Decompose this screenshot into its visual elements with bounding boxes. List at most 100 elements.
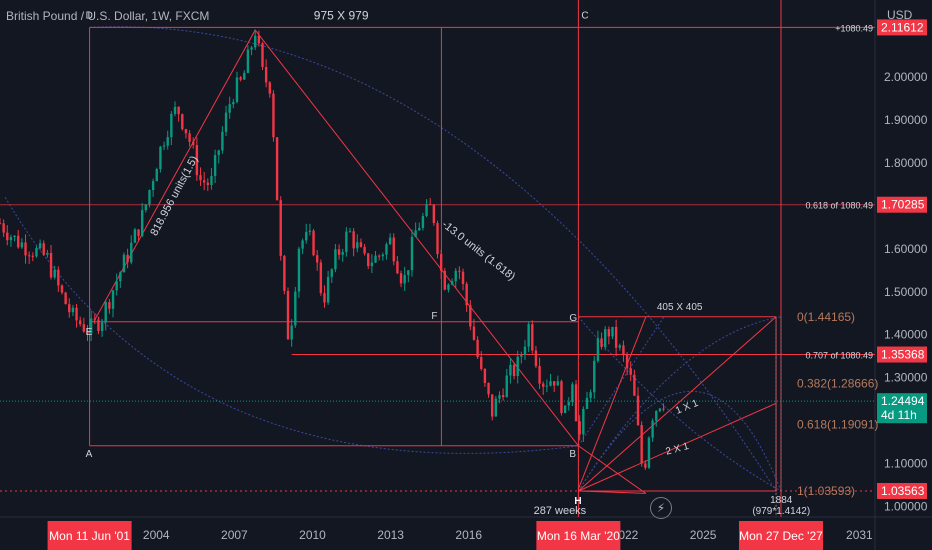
candle-body bbox=[542, 383, 545, 387]
candle-body bbox=[261, 43, 264, 67]
candle-body bbox=[345, 231, 348, 253]
candle-body bbox=[625, 354, 629, 369]
candle-body bbox=[181, 114, 184, 130]
candle-body bbox=[272, 93, 275, 138]
candle-body bbox=[257, 35, 261, 44]
candle-body bbox=[199, 175, 202, 181]
candle-body bbox=[6, 232, 9, 241]
candle-body bbox=[323, 293, 326, 303]
candle-body bbox=[297, 248, 301, 292]
candle-body bbox=[330, 269, 333, 277]
candle-body bbox=[79, 320, 82, 325]
candle-body bbox=[374, 255, 377, 263]
candle-body bbox=[210, 175, 213, 186]
diagonal-label: 818.956 units(1.5) bbox=[148, 154, 200, 238]
candle-body bbox=[381, 254, 385, 257]
candle-body bbox=[589, 392, 592, 398]
candle-body bbox=[512, 364, 516, 376]
bottom-number-label: 1884 bbox=[770, 495, 793, 506]
candle-body bbox=[224, 112, 228, 132]
candle-body bbox=[356, 242, 359, 249]
trend-line bbox=[93, 29, 256, 323]
candle-body bbox=[326, 276, 330, 303]
y-tick-label: 1.30000 bbox=[884, 371, 928, 385]
candle-body bbox=[17, 235, 20, 248]
candle-body bbox=[20, 242, 24, 248]
candle-body bbox=[556, 381, 560, 386]
candle-body bbox=[472, 326, 476, 340]
candle-body bbox=[418, 227, 421, 231]
candle-body bbox=[64, 292, 67, 305]
candle-body bbox=[425, 204, 428, 217]
candle-body bbox=[334, 249, 337, 270]
fib-label: 0(1.44165) bbox=[797, 310, 855, 324]
weeks-label: 287 weeks bbox=[534, 505, 587, 517]
candle-body bbox=[239, 77, 242, 80]
candle-body bbox=[439, 254, 443, 271]
candle-body bbox=[403, 275, 406, 284]
candle-body bbox=[574, 384, 578, 422]
candle-body bbox=[337, 249, 341, 255]
x-tick-label: 2025 bbox=[690, 528, 717, 542]
x-tick-label: 2013 bbox=[377, 528, 404, 542]
gann-fan-line bbox=[577, 316, 647, 490]
candle-body bbox=[170, 113, 173, 138]
gann-arc bbox=[578, 316, 782, 492]
candle-body bbox=[254, 35, 257, 48]
candle-body bbox=[243, 72, 246, 80]
candle-body bbox=[443, 270, 446, 290]
point-a-label: A bbox=[86, 449, 93, 460]
x-tick-label: 2031 bbox=[846, 528, 873, 542]
candle-body bbox=[35, 248, 38, 257]
candle-body bbox=[111, 290, 115, 309]
lightning-icon[interactable]: ⚡ bbox=[650, 497, 672, 519]
x-tick-label: 2016 bbox=[455, 528, 482, 542]
candle-body bbox=[312, 230, 315, 256]
point-g-label: G bbox=[569, 313, 577, 324]
candle-body bbox=[140, 210, 144, 236]
level-note: 0.707 of 1080.49 bbox=[805, 351, 873, 361]
candle-body bbox=[195, 145, 199, 176]
fan-label: 1 X 1 bbox=[674, 398, 700, 417]
candle-body bbox=[221, 131, 224, 151]
candle-body bbox=[155, 169, 158, 182]
candle-body bbox=[177, 106, 180, 115]
candle-body bbox=[27, 255, 31, 257]
candle-body bbox=[385, 244, 388, 255]
candle-body bbox=[596, 338, 600, 361]
candle-body bbox=[520, 354, 523, 357]
candle-body bbox=[399, 273, 403, 284]
candle-body bbox=[31, 255, 35, 257]
candle-body bbox=[611, 326, 614, 337]
candle-body bbox=[283, 255, 286, 291]
candle-body bbox=[450, 281, 454, 285]
candle-body bbox=[432, 204, 436, 223]
candle-body bbox=[352, 231, 355, 249]
candle-body bbox=[166, 137, 169, 146]
box-dimension-label: 975 X 979 bbox=[314, 8, 369, 22]
candle-body bbox=[115, 281, 118, 291]
candle-body bbox=[367, 253, 370, 267]
candle-body bbox=[71, 307, 75, 313]
y-tick-label: 1.50000 bbox=[884, 285, 928, 299]
price-label-box bbox=[877, 196, 927, 213]
candle-body bbox=[571, 384, 574, 403]
candle-body bbox=[60, 285, 64, 293]
candle-body bbox=[173, 106, 177, 114]
candle-body bbox=[658, 408, 662, 412]
candle-body bbox=[53, 269, 56, 278]
candle-body bbox=[75, 307, 78, 321]
candle-body bbox=[604, 329, 607, 347]
candle-body bbox=[192, 141, 195, 146]
candle-body bbox=[644, 463, 647, 468]
candle-body bbox=[534, 350, 538, 367]
level-note: +1080.49 bbox=[835, 23, 873, 33]
x-marker-box bbox=[47, 521, 132, 550]
candle-body bbox=[122, 254, 126, 273]
candle-body bbox=[505, 375, 508, 398]
candle-body bbox=[228, 104, 231, 113]
candle-body bbox=[97, 319, 100, 332]
candle-body bbox=[246, 49, 250, 73]
candle-body bbox=[567, 402, 570, 406]
